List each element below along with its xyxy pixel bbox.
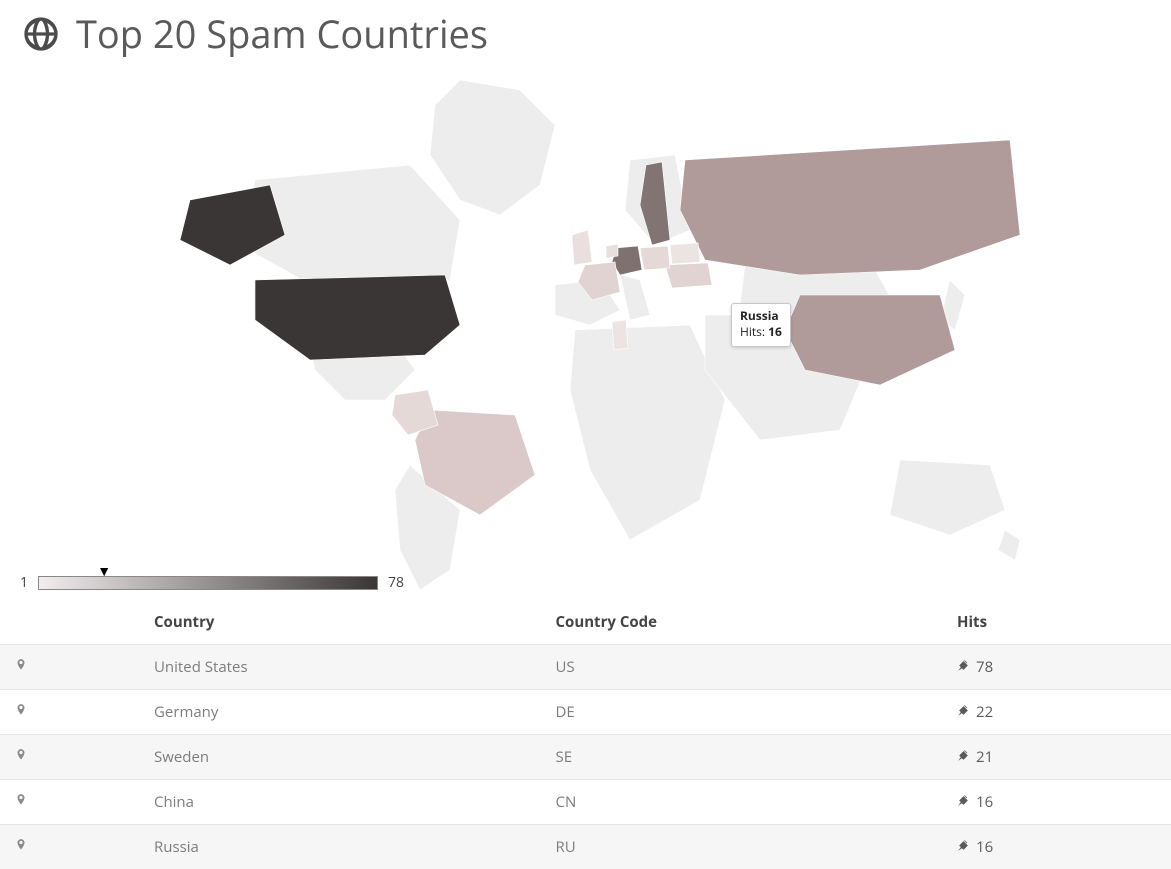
- cell-country: Germany: [154, 702, 556, 722]
- table-row[interactable]: United StatesUS 78: [0, 644, 1171, 689]
- pushpin-icon: [957, 747, 970, 767]
- pushpin-icon: [957, 657, 970, 677]
- map-tooltip: Russia Hits: 16: [731, 303, 791, 347]
- map-country-nl[interactable]: [606, 244, 618, 258]
- map-country-gb[interactable]: [572, 230, 592, 265]
- table-header-country: Country: [154, 612, 556, 632]
- cell-hits: 16: [976, 837, 993, 857]
- map-country-ua[interactable]: [665, 263, 712, 288]
- cell-country: China: [154, 792, 556, 812]
- map-pin-icon: [14, 702, 28, 722]
- world-map-svg: [160, 70, 1040, 600]
- table-header-row: Country Country Code Hits: [0, 600, 1171, 644]
- legend-marker-icon: ▼: [97, 562, 111, 581]
- map-tooltip-label: Hits:: [740, 323, 765, 340]
- map-pin-icon: [14, 792, 28, 812]
- map-pin-icon: [14, 747, 28, 767]
- map-tooltip-value: 16: [768, 323, 782, 340]
- page-header: Top 20 Spam Countries: [0, 0, 1171, 70]
- pushpin-icon: [957, 837, 970, 857]
- cell-hits: 16: [976, 792, 993, 812]
- world-map[interactable]: Russia Hits: 16 1 ▼ 78: [0, 70, 1171, 600]
- map-legend: 1 ▼ 78: [20, 573, 404, 592]
- cell-code: CN: [556, 792, 958, 812]
- cell-code: RU: [556, 837, 958, 857]
- cell-country: United States: [154, 657, 556, 677]
- table-row[interactable]: GermanyDE 22: [0, 689, 1171, 734]
- cell-hits: 22: [976, 702, 993, 722]
- table-row[interactable]: RussiaRU 16: [0, 824, 1171, 869]
- cell-country: Russia: [154, 837, 556, 857]
- cell-hits: 78: [976, 657, 993, 677]
- table-row[interactable]: SwedenSE 21: [0, 734, 1171, 779]
- map-country-tn[interactable]: [612, 320, 628, 350]
- page-title: Top 20 Spam Countries: [76, 8, 488, 60]
- legend-max: 78: [388, 573, 404, 592]
- legend-min: 1: [20, 573, 28, 592]
- map-pin-icon: [14, 657, 28, 677]
- cell-code: DE: [556, 702, 958, 722]
- cell-country: Sweden: [154, 747, 556, 767]
- legend-gradient-bar: [38, 576, 378, 590]
- cell-hits: 21: [976, 747, 993, 767]
- countries-table: Country Country Code Hits United StatesU…: [0, 600, 1171, 869]
- table-header-hits: Hits: [957, 612, 1157, 632]
- map-pin-icon: [14, 837, 28, 857]
- cell-code: US: [556, 657, 958, 677]
- pushpin-icon: [957, 792, 970, 812]
- pushpin-icon: [957, 702, 970, 722]
- table-header-code: Country Code: [556, 612, 958, 632]
- cell-code: SE: [556, 747, 958, 767]
- map-country-ru[interactable]: [680, 140, 1020, 275]
- map-country-pl[interactable]: [640, 246, 670, 270]
- globe-icon: [20, 13, 62, 55]
- map-country-us[interactable]: [255, 275, 460, 360]
- map-country-by[interactable]: [670, 243, 700, 264]
- map-tooltip-country: Russia: [740, 308, 782, 324]
- table-row[interactable]: ChinaCN 16: [0, 779, 1171, 824]
